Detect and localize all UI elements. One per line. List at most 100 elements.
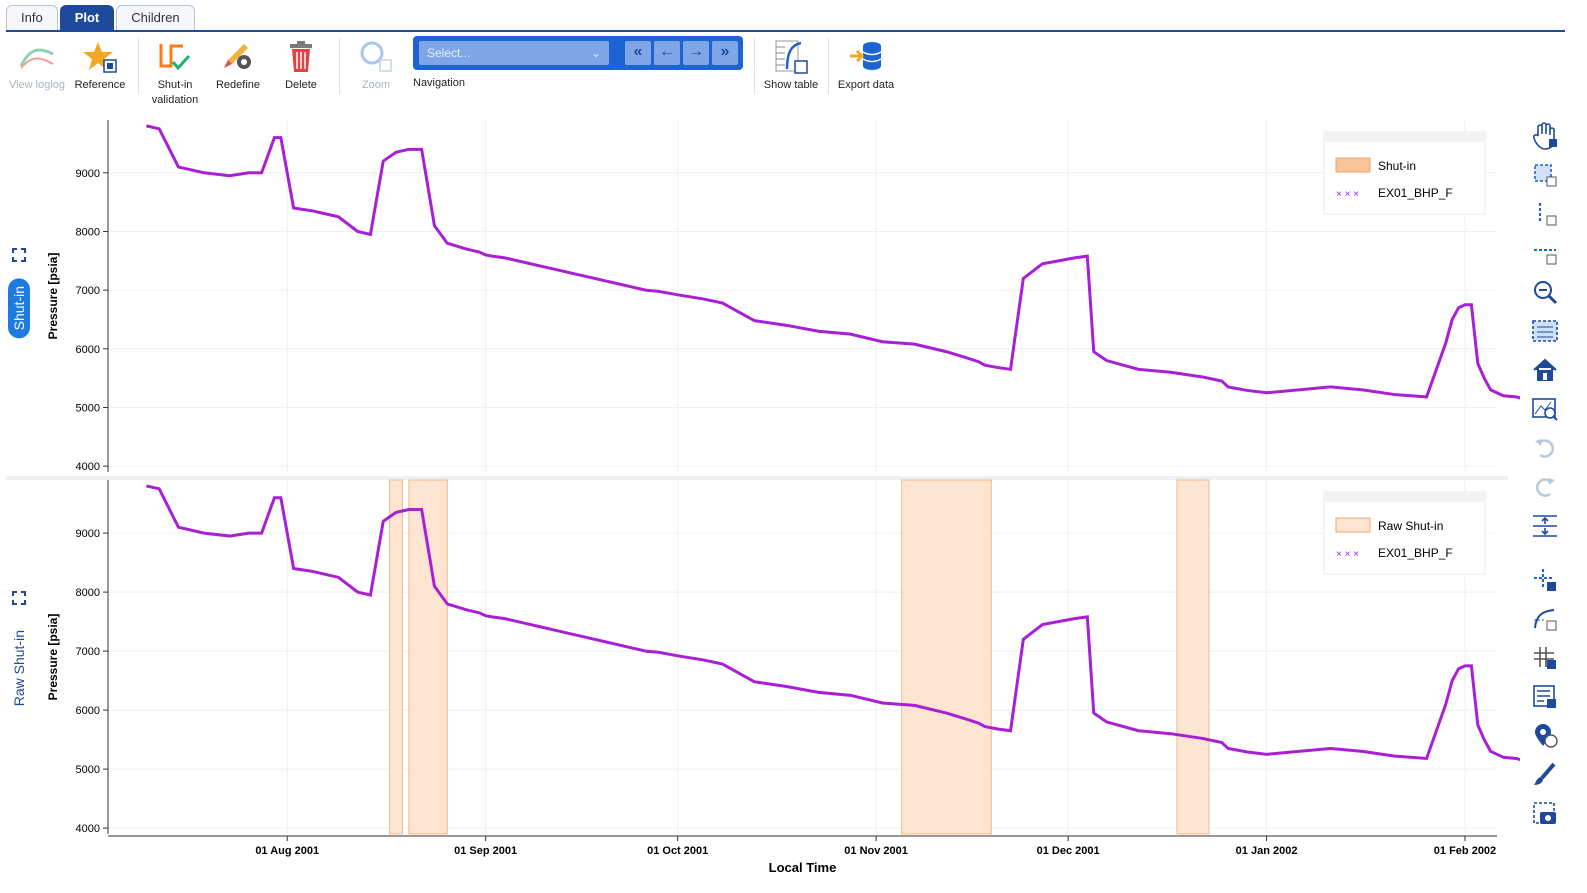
view-loglog-label: View loglog bbox=[8, 79, 66, 91]
tab-bar: Info Plot Children bbox=[6, 5, 195, 31]
chevron-down-icon: ⌄ bbox=[590, 46, 601, 60]
box-zoom-icon[interactable] bbox=[1527, 315, 1563, 347]
tab-plot[interactable]: Plot bbox=[59, 5, 115, 30]
raw-shutin-region[interactable] bbox=[389, 479, 403, 835]
nav-next-button[interactable]: → bbox=[683, 41, 709, 65]
x-tick-label: 01 Feb 2002 bbox=[1434, 845, 1496, 857]
y-tick-label: 6000 bbox=[76, 344, 100, 356]
legend-area-swatch bbox=[1335, 157, 1371, 173]
chart-pane-raw-shutin: 4000 5000 6000 7000 8000 9000 Pressure [psia] R… bbox=[46, 479, 1520, 875]
y-tick-label: 7000 bbox=[76, 646, 100, 658]
view-loglog-button[interactable]: View loglog bbox=[2, 36, 72, 93]
screenshot-camera-icon[interactable] bbox=[1527, 798, 1563, 830]
delete-label: Delete bbox=[285, 79, 317, 91]
toolbar-separator bbox=[339, 38, 340, 94]
show-table-label: Show table bbox=[763, 79, 819, 91]
box-select-icon[interactable] bbox=[1527, 159, 1563, 191]
redefine-button[interactable]: Redefine bbox=[203, 36, 273, 93]
export-database-icon bbox=[850, 42, 882, 70]
tab-info[interactable]: Info bbox=[6, 5, 58, 30]
x-axis-title: Local Time bbox=[769, 860, 837, 875]
toolbar-separator bbox=[828, 38, 829, 94]
x-tick-label: 01 Sep 2001 bbox=[454, 845, 517, 857]
x-tick-label: 01 Jan 2002 bbox=[1236, 845, 1298, 857]
loglog-icon bbox=[19, 48, 54, 69]
export-data-button[interactable]: Export data bbox=[831, 36, 901, 93]
toolbar-separator bbox=[138, 38, 139, 94]
raw-shutin-region[interactable] bbox=[901, 479, 992, 835]
pencil-gear-icon bbox=[224, 44, 251, 69]
brush-icon[interactable] bbox=[1527, 759, 1563, 791]
y-tick-label: 7000 bbox=[76, 285, 100, 297]
fit-vertical-icon[interactable] bbox=[1527, 510, 1563, 542]
zoom-label: Zoom bbox=[361, 79, 391, 91]
legend-label: Shut-in bbox=[1378, 159, 1416, 173]
x-tick-label: 01 Nov 2001 bbox=[844, 845, 908, 857]
show-table-button[interactable]: Show table bbox=[756, 36, 826, 93]
pane-divider[interactable] bbox=[6, 476, 1508, 480]
y-tick-label: 9000 bbox=[76, 528, 100, 540]
y-axis-title: Pressure [psia] bbox=[46, 253, 60, 340]
legend-box bbox=[1323, 131, 1486, 215]
y-tick-label: 8000 bbox=[76, 587, 100, 599]
expand-icon[interactable] bbox=[12, 248, 26, 262]
legend-marker-swatch: × × × bbox=[1336, 549, 1359, 560]
reference-button[interactable]: Reference bbox=[65, 36, 135, 93]
magnifier-icon bbox=[360, 41, 392, 72]
legend-area-swatch bbox=[1335, 517, 1371, 533]
zoom-out-icon[interactable] bbox=[1527, 276, 1563, 308]
legend-label: Raw Shut-in bbox=[1378, 519, 1443, 533]
legend-icon[interactable] bbox=[1527, 681, 1563, 713]
shutin-validation-label: Shut-in validation bbox=[151, 79, 199, 106]
delete-button[interactable]: Delete bbox=[266, 36, 336, 93]
y-tick-label: 4000 bbox=[76, 461, 100, 473]
hover-tooltip-icon[interactable] bbox=[1527, 720, 1563, 752]
y-tick-label: 8000 bbox=[76, 226, 100, 238]
legend-label: EX01_BHP_F bbox=[1378, 546, 1453, 560]
toolbar-separator bbox=[754, 38, 755, 94]
crosshair-icon[interactable] bbox=[1527, 564, 1563, 596]
nav-prev-button[interactable]: ← bbox=[654, 41, 680, 65]
y-tick-label: 4000 bbox=[76, 823, 100, 835]
navigation-select-value: Select... bbox=[427, 46, 471, 60]
validation-icon bbox=[159, 44, 191, 71]
y-tick-label: 9000 bbox=[76, 168, 100, 180]
star-icon bbox=[83, 42, 117, 73]
shutin-validation-button[interactable]: Shut-in validation bbox=[140, 36, 210, 108]
legend-marker-swatch: × × × bbox=[1336, 189, 1359, 200]
nav-first-button[interactable]: « bbox=[625, 41, 651, 65]
legend-header bbox=[1324, 132, 1485, 142]
raw-shutin-region[interactable] bbox=[408, 479, 448, 835]
series-line-ex01-bhp-f[interactable] bbox=[146, 484, 1520, 829]
legend-label: EX01_BHP_F bbox=[1378, 186, 1453, 200]
undo-icon[interactable] bbox=[1527, 432, 1563, 464]
curve-tool-icon[interactable] bbox=[1527, 603, 1563, 635]
x-select-icon[interactable] bbox=[1527, 198, 1563, 230]
expand-icon[interactable] bbox=[12, 591, 26, 605]
reference-label: Reference bbox=[74, 79, 126, 91]
navigation-label: Navigation bbox=[413, 77, 465, 89]
home-icon[interactable] bbox=[1527, 354, 1563, 386]
raw-shutin-region[interactable] bbox=[1176, 479, 1210, 835]
y-axis-title: Pressure [psia] bbox=[46, 614, 60, 701]
zoom-extent-icon[interactable] bbox=[1527, 393, 1563, 425]
y-tick-label: 6000 bbox=[76, 705, 100, 717]
navigation-select[interactable]: Select... ⌄ bbox=[419, 41, 609, 65]
redo-icon[interactable] bbox=[1527, 471, 1563, 503]
grid-icon[interactable] bbox=[1527, 642, 1563, 674]
legend-box bbox=[1323, 491, 1486, 575]
navigation-box: Select... ⌄ « ← → » bbox=[413, 36, 743, 70]
export-data-label: Export data bbox=[837, 79, 895, 91]
x-tick-label: 01 Dec 2001 bbox=[1037, 845, 1100, 857]
legend[interactable]: Raw Shut-in × × × EX01_BHP_F bbox=[1323, 491, 1486, 575]
nav-last-button[interactable]: » bbox=[712, 41, 738, 65]
zoom-button[interactable]: Zoom bbox=[341, 36, 411, 93]
series-line-ex01-bhp-f[interactable] bbox=[146, 124, 1520, 467]
y-select-icon[interactable] bbox=[1527, 237, 1563, 269]
trash-icon bbox=[290, 41, 312, 72]
chart-pane-shutin: 4000 5000 6000 7000 8000 9000 Pressure [psia] S… bbox=[46, 120, 1520, 473]
x-tick-label: 01 Oct 2001 bbox=[647, 845, 708, 857]
pan-hand-icon[interactable] bbox=[1527, 120, 1563, 152]
tab-children[interactable]: Children bbox=[116, 5, 195, 30]
legend[interactable]: Shut-in × × × EX01_BHP_F bbox=[1323, 131, 1486, 215]
